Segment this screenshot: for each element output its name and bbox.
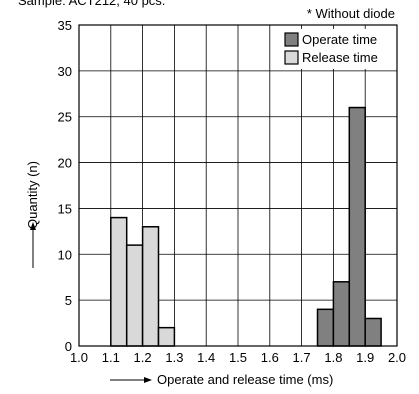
y-tick-label: 5 bbox=[65, 293, 72, 308]
y-tick-label: 20 bbox=[58, 156, 72, 171]
legend-box bbox=[282, 29, 395, 69]
y-tick-label: 35 bbox=[58, 18, 72, 33]
bar bbox=[364, 317, 382, 347]
bar bbox=[316, 308, 335, 347]
x-arrow-head bbox=[144, 377, 152, 383]
legend-swatch bbox=[284, 32, 299, 47]
y-tick-label: 15 bbox=[58, 201, 72, 216]
y-tick-label: 30 bbox=[58, 64, 72, 79]
x-tick-label: 1.2 bbox=[134, 350, 152, 365]
x-tick-label: 1.6 bbox=[261, 350, 279, 365]
bar bbox=[157, 326, 176, 347]
bar bbox=[348, 106, 366, 347]
bar bbox=[141, 226, 160, 347]
x-axis-label: Operate and release time (ms) bbox=[157, 372, 333, 387]
annotation: * Without diode bbox=[307, 6, 395, 21]
x-tick-label: 1.1 bbox=[102, 350, 120, 365]
legend-label: Release time bbox=[302, 50, 378, 65]
y-arrow-head bbox=[30, 222, 36, 230]
y-axis-label: Quantity (n) bbox=[25, 161, 40, 229]
x-tick-label: 2.0 bbox=[388, 350, 406, 365]
x-tick-label: 1.0 bbox=[70, 350, 88, 365]
legend-swatch bbox=[284, 50, 299, 65]
bar bbox=[110, 216, 128, 347]
y-tick-label: 10 bbox=[58, 247, 72, 262]
x-tick-label: 1.4 bbox=[197, 350, 215, 365]
subtitle: Sample: ACT212, 40 pcs. bbox=[18, 0, 165, 8]
bar bbox=[332, 281, 351, 347]
bar bbox=[125, 244, 144, 347]
x-tick-label: 1.9 bbox=[356, 350, 374, 365]
legend-label: Operate time bbox=[302, 32, 377, 47]
x-tick-label: 1.7 bbox=[293, 350, 311, 365]
x-tick-label: 1.8 bbox=[324, 350, 342, 365]
y-tick-label: 25 bbox=[58, 110, 72, 125]
x-tick-label: 1.3 bbox=[165, 350, 183, 365]
x-tick-label: 1.5 bbox=[229, 350, 247, 365]
plot-frame bbox=[78, 24, 398, 347]
y-tick-label: 0 bbox=[65, 339, 72, 354]
